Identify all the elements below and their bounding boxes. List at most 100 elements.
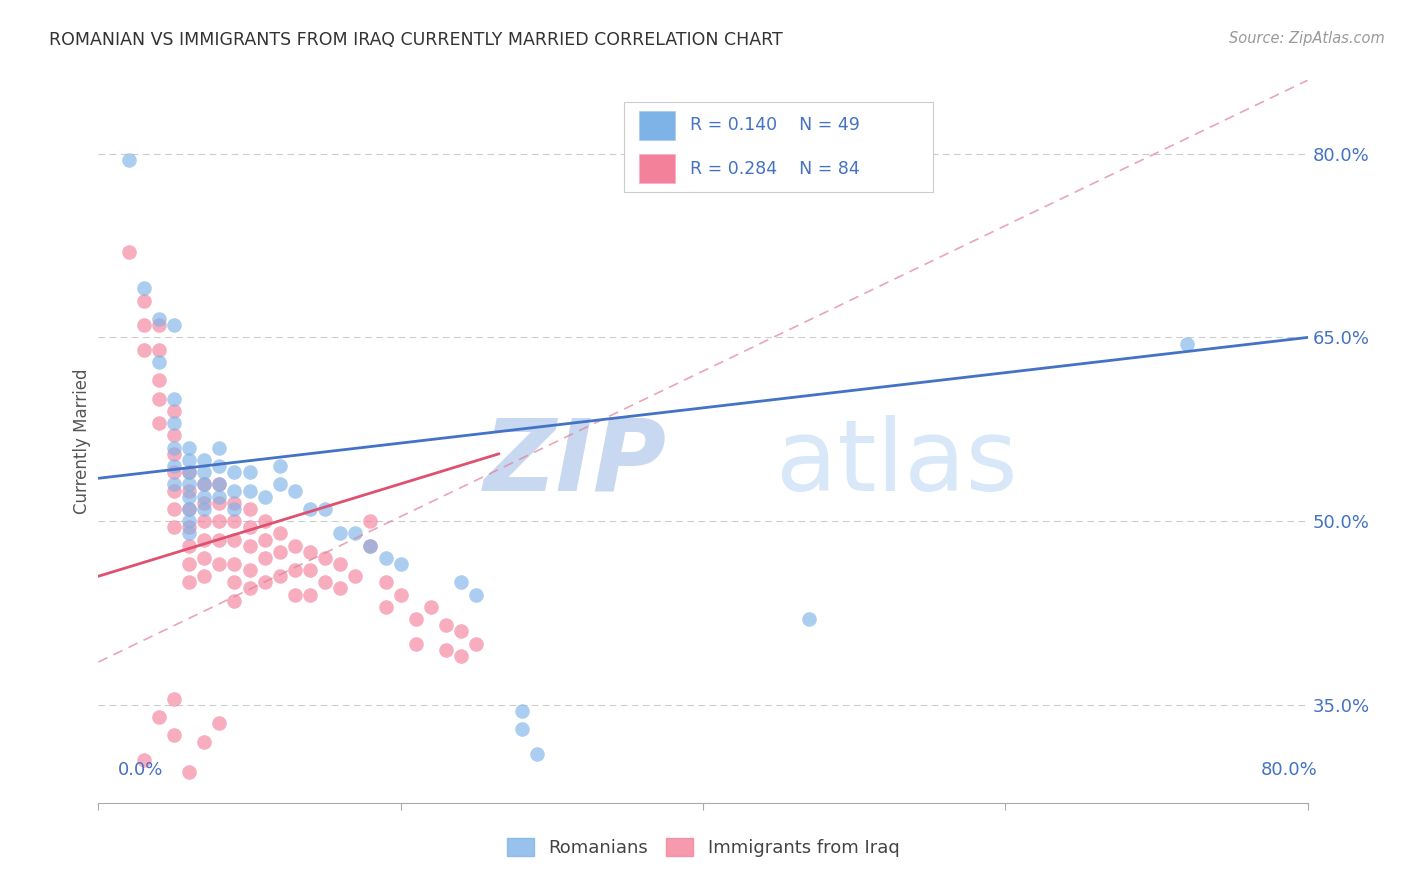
- Point: [224, 533, 246, 547]
- Point: [269, 545, 291, 559]
- Point: [208, 477, 231, 491]
- Point: [163, 477, 186, 491]
- Y-axis label: Currently Married: Currently Married: [73, 368, 91, 515]
- Point: [193, 734, 215, 748]
- Point: [132, 281, 155, 295]
- Legend: Romanians, Immigrants from Iraq: Romanians, Immigrants from Iraq: [499, 830, 907, 864]
- Point: [526, 747, 548, 761]
- Point: [193, 569, 215, 583]
- Point: [163, 458, 186, 473]
- Point: [179, 465, 201, 479]
- Point: [193, 502, 215, 516]
- Point: [132, 343, 155, 357]
- Point: [269, 477, 291, 491]
- Point: [148, 416, 170, 430]
- Point: [132, 318, 155, 333]
- Point: [344, 526, 367, 541]
- Point: [269, 458, 291, 473]
- Point: [284, 483, 307, 498]
- Point: [797, 612, 820, 626]
- Text: atlas: atlas: [776, 415, 1017, 512]
- Point: [163, 520, 186, 534]
- Point: [163, 428, 186, 442]
- Point: [253, 533, 276, 547]
- Point: [163, 416, 186, 430]
- Point: [284, 588, 307, 602]
- Point: [208, 496, 231, 510]
- Point: [148, 343, 170, 357]
- Point: [179, 575, 201, 590]
- Point: [284, 539, 307, 553]
- Point: [208, 477, 231, 491]
- Point: [208, 490, 231, 504]
- Point: [179, 465, 201, 479]
- Point: [434, 618, 457, 632]
- FancyBboxPatch shape: [624, 102, 932, 193]
- Point: [224, 575, 246, 590]
- Point: [239, 539, 262, 553]
- Point: [224, 465, 246, 479]
- Point: [299, 588, 322, 602]
- Point: [374, 599, 396, 614]
- Point: [253, 514, 276, 528]
- Point: [193, 477, 215, 491]
- Point: [314, 575, 336, 590]
- Point: [360, 514, 382, 528]
- Point: [450, 575, 472, 590]
- Point: [329, 557, 352, 571]
- Point: [193, 465, 215, 479]
- Point: [299, 502, 322, 516]
- Point: [163, 691, 186, 706]
- Text: 80.0%: 80.0%: [1261, 761, 1317, 780]
- Point: [239, 563, 262, 577]
- Point: [148, 392, 170, 406]
- Point: [314, 502, 336, 516]
- Point: [148, 373, 170, 387]
- Point: [193, 533, 215, 547]
- Point: [163, 502, 186, 516]
- Point: [208, 458, 231, 473]
- Point: [405, 612, 427, 626]
- Point: [193, 514, 215, 528]
- Point: [179, 502, 201, 516]
- Point: [179, 526, 201, 541]
- Point: [179, 514, 201, 528]
- Point: [193, 453, 215, 467]
- Point: [132, 293, 155, 308]
- Point: [224, 557, 246, 571]
- Point: [269, 569, 291, 583]
- FancyBboxPatch shape: [638, 111, 675, 140]
- Point: [148, 355, 170, 369]
- FancyBboxPatch shape: [638, 154, 675, 183]
- Point: [299, 545, 322, 559]
- Point: [193, 490, 215, 504]
- Point: [179, 520, 201, 534]
- Text: R = 0.140    N = 49: R = 0.140 N = 49: [690, 117, 859, 135]
- Text: 0.0%: 0.0%: [118, 761, 163, 780]
- Point: [179, 483, 201, 498]
- Point: [299, 563, 322, 577]
- Point: [208, 716, 231, 731]
- Point: [1175, 336, 1198, 351]
- Point: [179, 490, 201, 504]
- Point: [389, 588, 412, 602]
- Point: [360, 539, 382, 553]
- Point: [450, 648, 472, 663]
- Point: [360, 539, 382, 553]
- Point: [193, 477, 215, 491]
- Point: [208, 441, 231, 455]
- Point: [510, 704, 533, 718]
- Point: [253, 490, 276, 504]
- Point: [163, 447, 186, 461]
- Point: [420, 599, 443, 614]
- Point: [208, 533, 231, 547]
- Point: [239, 465, 262, 479]
- Point: [118, 244, 141, 259]
- Point: [208, 514, 231, 528]
- Point: [163, 404, 186, 418]
- Point: [329, 526, 352, 541]
- Point: [253, 550, 276, 565]
- Point: [374, 550, 396, 565]
- Point: [224, 483, 246, 498]
- Text: ZIP: ZIP: [484, 415, 666, 512]
